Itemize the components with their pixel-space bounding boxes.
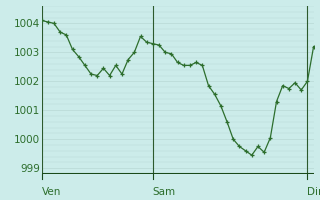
Text: Dim: Dim (308, 187, 320, 197)
Text: Ven: Ven (42, 187, 61, 197)
Text: Sam: Sam (153, 187, 176, 197)
